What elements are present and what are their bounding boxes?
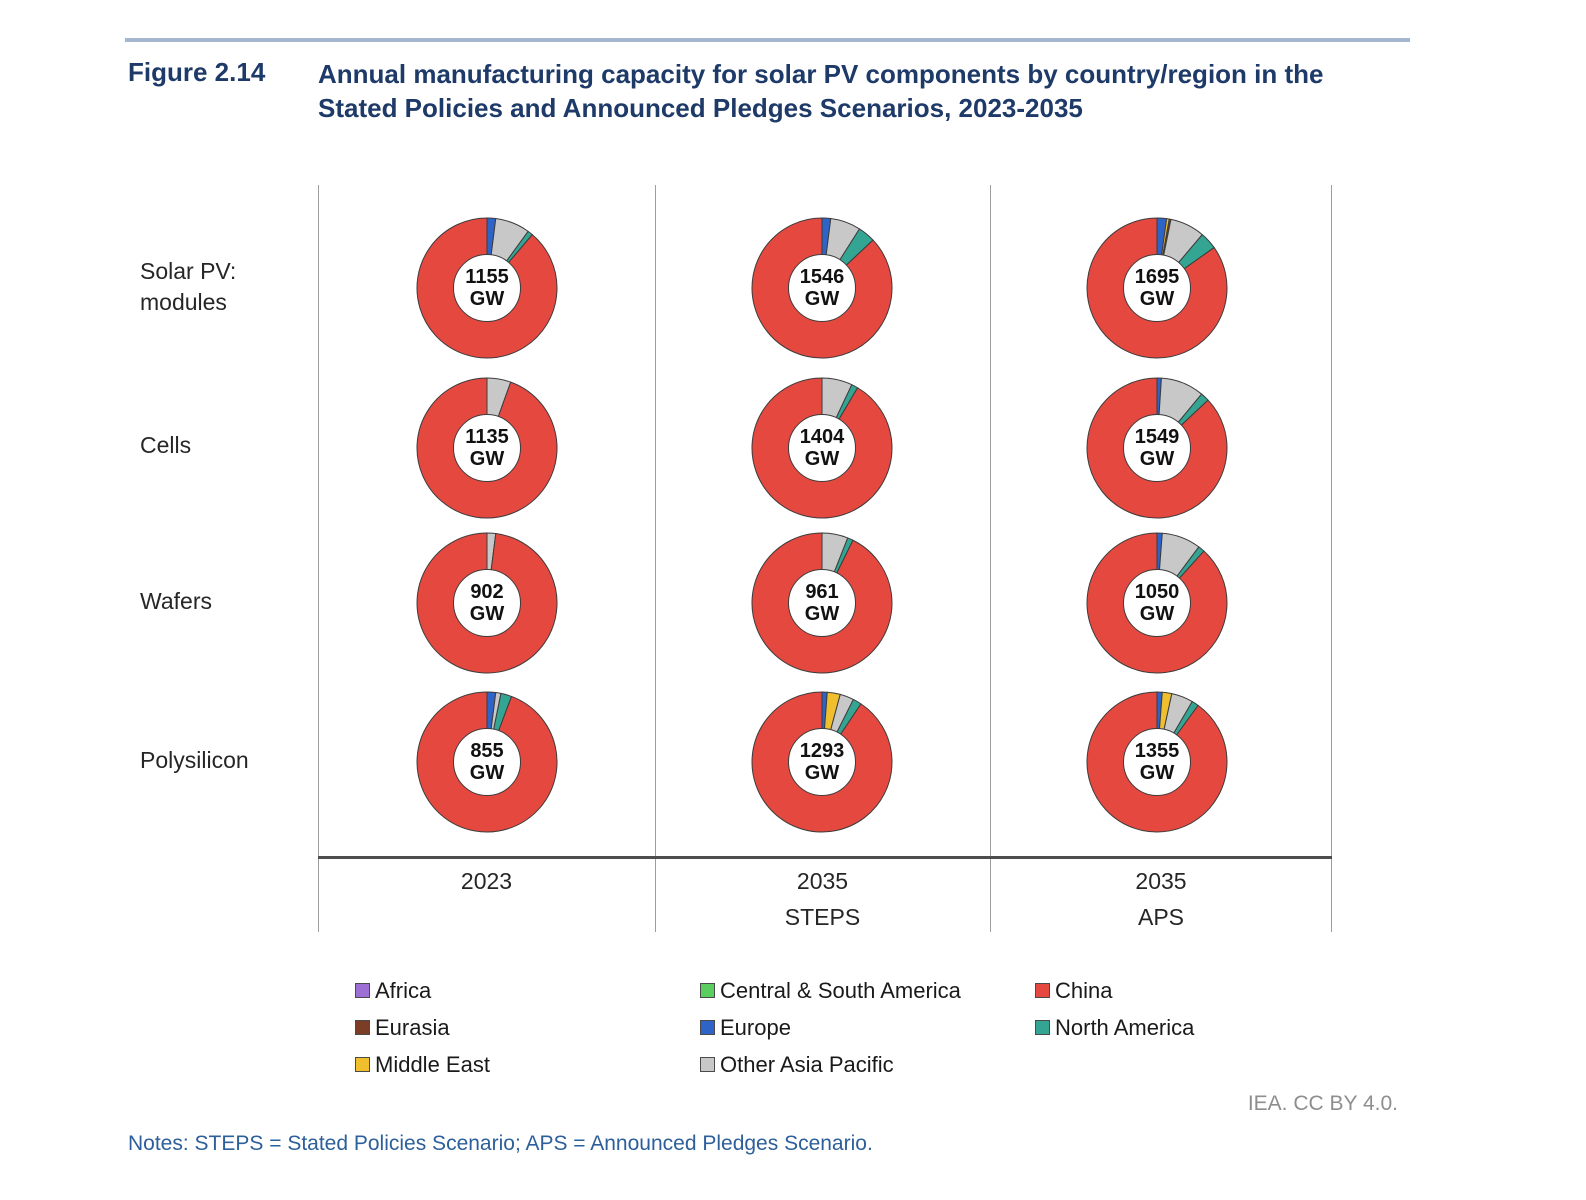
frame-line-divider-2 — [990, 185, 991, 932]
donut-polysilicon-2035-steps: 1293 GW — [747, 687, 897, 837]
column-year: 2035 — [1135, 868, 1187, 894]
row-label-cells: Cells — [140, 432, 192, 458]
donut-modules-2023: 1155 GW — [412, 213, 562, 363]
figure-title: Annual manufacturing capacity for solar … — [318, 59, 1324, 123]
donut-wafers-2035-steps: 961 GW — [747, 528, 897, 678]
legend-item-north-america: North America — [1035, 1009, 1194, 1046]
column-scenario: APS — [1137, 904, 1185, 930]
top-divider — [125, 38, 1410, 42]
donut-hole — [453, 728, 521, 796]
donut-modules-2035-aps: 1695 GW — [1082, 213, 1232, 363]
frame-line-left — [318, 185, 319, 932]
legend-swatch-north-america — [1035, 1020, 1050, 1035]
column-scenario: STEPS — [784, 904, 861, 930]
x-axis-line — [318, 856, 1332, 859]
legend: Africa Eurasia Middle East Central & South … — [355, 972, 1194, 1083]
donut-hole — [453, 414, 521, 482]
column-labels: 2023 2035 STEPS 2035 APS — [318, 863, 1332, 935]
donut-hole — [453, 569, 521, 637]
frame-line-divider-1 — [655, 185, 656, 932]
column-label-2035-steps: 2035 STEPS — [655, 863, 990, 935]
donut-wafers-2023: 902 GW — [412, 528, 562, 678]
legend-label: Central & South America — [720, 977, 961, 1003]
legend-label: China — [1055, 977, 1113, 1003]
legend-item-middle-east: Middle East — [355, 1046, 700, 1083]
license-credit: IEA. CC BY 4.0. — [1247, 1092, 1398, 1115]
donut-polysilicon-2023: 855 GW — [412, 687, 562, 837]
legend-swatch-central-south-america — [700, 983, 715, 998]
donut-hole — [788, 254, 856, 322]
donut-hole — [453, 254, 521, 322]
donut-hole — [1123, 414, 1191, 482]
legend-label: Africa — [375, 977, 432, 1003]
donut-chart-grid: 2023 2035 STEPS 2035 APS — [318, 185, 1332, 932]
donut-wafers-2035-aps: 1050 GW — [1082, 528, 1232, 678]
column-label-2035-aps: 2035 APS — [990, 863, 1332, 935]
column-year: 2023 — [460, 868, 513, 894]
donut-hole — [1123, 728, 1191, 796]
legend-item-eurasia: Eurasia — [355, 1009, 700, 1046]
legend-swatch-africa — [355, 983, 370, 998]
legend-label: Eurasia — [375, 1014, 450, 1040]
legend-swatch-eurasia — [355, 1020, 370, 1035]
row-label-polysilicon: Polysilicon — [140, 747, 249, 773]
row-label-modules: Solar PV: modules — [140, 258, 237, 315]
donut-polysilicon-2035-aps: 1355 GW — [1082, 687, 1232, 837]
legend-item-china: China — [1035, 972, 1194, 1009]
notes: Notes: STEPS = Stated Policies Scenario;… — [128, 1132, 873, 1155]
legend-label: Europe — [720, 1014, 791, 1040]
donut-hole — [788, 414, 856, 482]
legend-item-central-south-america: Central & South America — [700, 972, 1035, 1009]
legend-item-africa: Africa — [355, 972, 700, 1009]
legend-label: Middle East — [375, 1051, 490, 1077]
column-label-2023: 2023 — [318, 863, 655, 935]
donut-cells-2023: 1135 GW — [412, 373, 562, 523]
legend-swatch-europe — [700, 1020, 715, 1035]
frame-line-right — [1331, 185, 1332, 932]
figure-number: Figure 2.14 — [128, 57, 266, 87]
donut-hole — [788, 728, 856, 796]
donut-cells-2035-steps: 1404 GW — [747, 373, 897, 523]
legend-label: North America — [1055, 1014, 1195, 1040]
legend-item-other-asia-pacific: Other Asia Pacific — [700, 1046, 1035, 1083]
column-year: 2035 — [796, 868, 849, 894]
donut-hole — [1123, 254, 1191, 322]
legend-swatch-other-asia-pacific — [700, 1057, 715, 1072]
donut-modules-2035-steps: 1546 GW — [747, 213, 897, 363]
row-label-wafers: Wafers — [140, 588, 212, 614]
legend-swatch-middle-east — [355, 1057, 370, 1072]
donut-hole — [1123, 569, 1191, 637]
legend-label: Other Asia Pacific — [720, 1051, 894, 1077]
donut-cells-2035-aps: 1549 GW — [1082, 373, 1232, 523]
legend-swatch-china — [1035, 983, 1050, 998]
legend-item-europe: Europe — [700, 1009, 1035, 1046]
donut-hole — [788, 569, 856, 637]
